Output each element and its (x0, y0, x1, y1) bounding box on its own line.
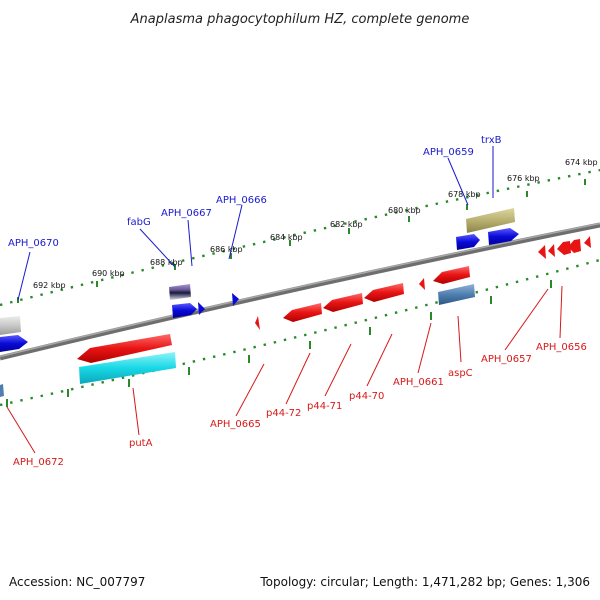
forward-strand-features (0, 208, 519, 352)
scale-label: 690 kbp (92, 269, 125, 278)
reverse-strand-features (0, 236, 591, 397)
gene-feature[interactable] (169, 284, 191, 300)
gene-feature[interactable] (198, 302, 205, 315)
gene-label[interactable]: fabG (127, 217, 151, 228)
gene-feature[interactable] (0, 335, 28, 352)
scale-label: 688 kbp (150, 258, 183, 267)
gene-feature[interactable] (538, 245, 546, 259)
gene-feature[interactable] (568, 239, 581, 253)
genome-backbone (0, 222, 600, 361)
genome-summary-text: Topology: circular; Length: 1,471,282 bp… (259, 575, 590, 589)
gene-label[interactable]: APH_0661 (393, 377, 444, 388)
gene-label[interactable]: trxB (481, 135, 502, 146)
gene-label[interactable]: p44-71 (307, 401, 342, 412)
label-leader-line (559, 285, 563, 339)
label-leader-line (366, 333, 393, 387)
label-leader-line (17, 251, 31, 301)
gene-label[interactable]: putA (129, 438, 153, 449)
label-leader-line (132, 387, 140, 436)
map-title: Anaplasma phagocytophilum HZ, complete g… (130, 12, 470, 27)
gene-feature[interactable] (172, 303, 197, 318)
label-leader-line (447, 157, 469, 206)
accession-text: Accession: NC_007797 (9, 575, 145, 589)
gene-label[interactable]: APH_0656 (536, 342, 587, 353)
label-leader-line (187, 219, 193, 267)
gene-feature[interactable] (438, 284, 475, 305)
forward-labels: APH_0670 fabG APH_0667 APH_0666 APH_0659… (8, 135, 502, 301)
gene-label[interactable]: APH_0672 (13, 457, 64, 468)
scale-label: 682 kbp (330, 220, 363, 229)
scale-label: 676 kbp (507, 174, 540, 183)
reverse-ruler-dots (0, 258, 600, 407)
gene-feature[interactable] (364, 283, 404, 302)
gene-feature[interactable] (466, 208, 515, 233)
label-leader-line (6, 406, 36, 454)
reverse-labels: APH_0672 putA APH_0665 p44-72 p44-71 p44… (6, 285, 587, 468)
gene-label[interactable]: APH_0657 (481, 354, 532, 365)
gene-label[interactable]: p44-70 (349, 391, 384, 402)
gene-label[interactable]: aspC (448, 368, 473, 379)
label-leader-line (324, 343, 352, 397)
label-leader-line (457, 315, 462, 363)
label-leader-line (235, 363, 265, 417)
gene-feature[interactable] (77, 334, 172, 363)
gene-feature[interactable] (0, 384, 4, 397)
scale-label: 678 kbp (448, 190, 481, 199)
gene-feature[interactable] (255, 316, 260, 330)
label-leader-line (285, 352, 311, 405)
gene-feature[interactable] (433, 266, 470, 284)
label-leader-line (417, 322, 432, 374)
scale-label: 686 kbp (210, 245, 243, 254)
reverse-scale-ruler (0, 258, 600, 407)
gene-feature[interactable] (232, 293, 239, 306)
gene-feature[interactable] (283, 303, 322, 322)
label-leader-line (139, 228, 176, 268)
scale-label: 684 kbp (270, 233, 303, 242)
gene-label[interactable]: APH_0666 (216, 195, 267, 206)
label-leader-line (504, 288, 549, 351)
gene-feature[interactable] (488, 228, 519, 245)
gene-feature[interactable] (557, 241, 571, 255)
gene-feature[interactable] (79, 352, 176, 384)
gene-feature[interactable] (323, 293, 363, 312)
gene-feature[interactable] (0, 316, 21, 335)
gene-label[interactable]: APH_0670 (8, 238, 59, 249)
genome-backbone-highlight (0, 222, 600, 358)
gene-label[interactable]: APH_0659 (423, 147, 474, 158)
gene-feature[interactable] (456, 234, 480, 250)
gene-label[interactable]: APH_0665 (210, 419, 261, 430)
scale-label: 674 kbp (565, 158, 598, 167)
gene-label[interactable]: p44-72 (266, 408, 301, 419)
gene-feature[interactable] (419, 278, 425, 290)
gene-label[interactable]: APH_0667 (161, 208, 212, 219)
scale-label: 692 kbp (33, 281, 66, 290)
gene-feature[interactable] (548, 244, 555, 257)
gene-feature[interactable] (584, 236, 591, 248)
scale-label: 680 kbp (388, 206, 421, 215)
label-leader-line (228, 204, 243, 260)
